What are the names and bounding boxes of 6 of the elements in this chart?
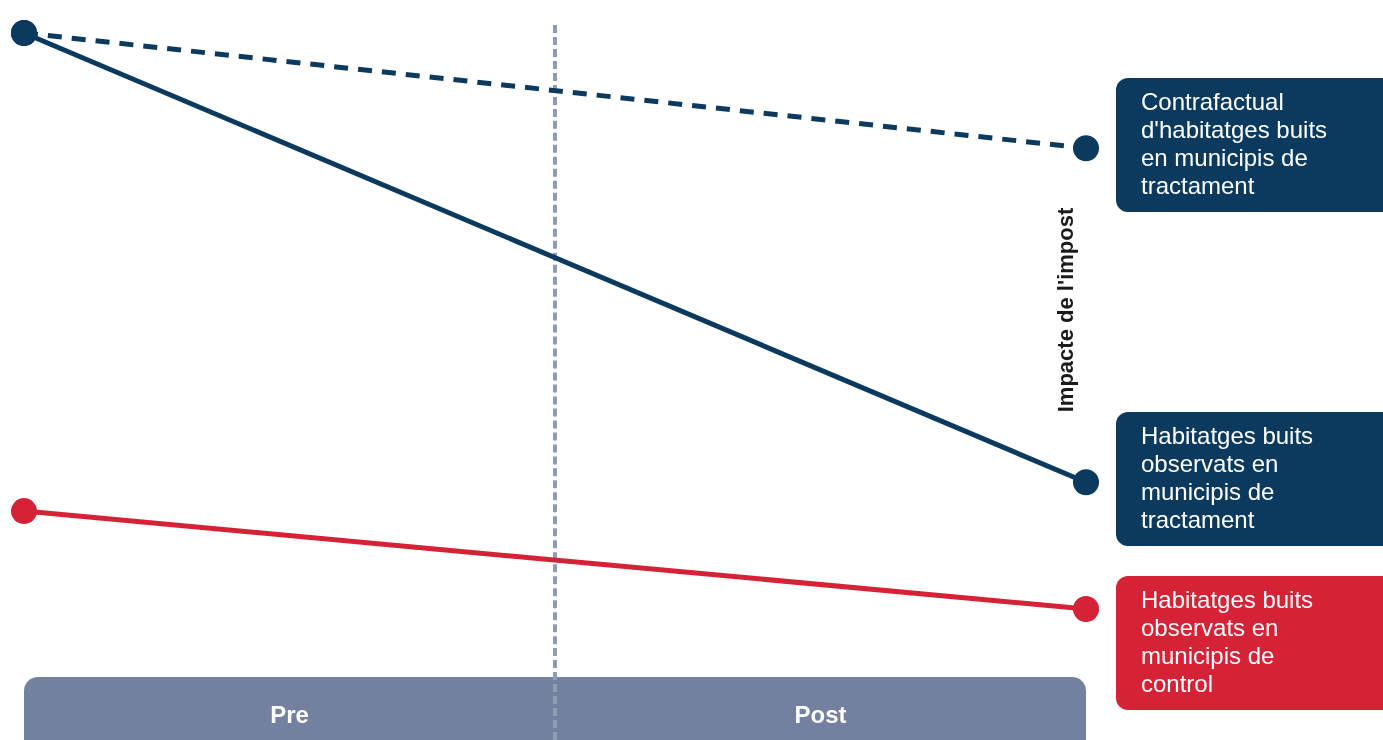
text: Post [793,700,848,730]
annotation: Impacte de l'impost [1053,207,1079,413]
series-label: Contrafactual d'habitatges buits en municipis de tractament [1141,88,1329,201]
series-label: Habitatges buits observats en municipis de tractament [1141,422,1315,535]
series-label: Habitatges buits observats en municipis de control [1141,586,1315,699]
text: Pre [269,700,310,730]
